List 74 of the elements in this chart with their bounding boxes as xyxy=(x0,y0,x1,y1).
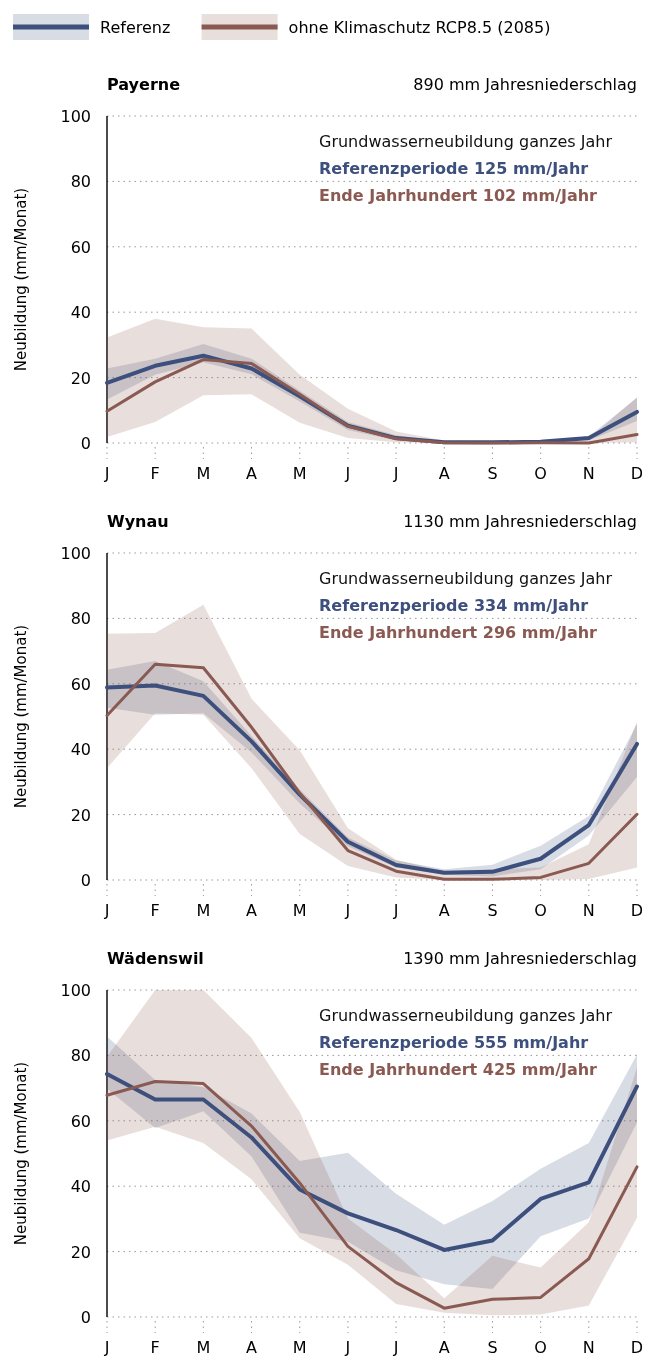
x-tick-label: J xyxy=(344,464,351,483)
x-tick-label: M xyxy=(196,1338,211,1357)
x-tick-label: N xyxy=(582,1338,595,1357)
x-tick-label: S xyxy=(487,464,498,483)
y-axis-title: Neubildung (mm/Monat) xyxy=(12,187,30,372)
x-tick-label: J xyxy=(392,901,399,920)
x-tick-label: M xyxy=(292,901,307,920)
chart-title: Wynau xyxy=(107,512,169,531)
y-tick-label: 60 xyxy=(70,674,91,694)
chart-title: Wädenswil xyxy=(107,949,204,968)
legend-label: Referenz xyxy=(100,18,171,37)
y-tick-label: 0 xyxy=(80,871,91,890)
y-tick-label: 100 xyxy=(60,981,91,1000)
chart-subtitle: 1130 mm Jahresniederschlag xyxy=(403,512,637,531)
y-tick-label: 0 xyxy=(80,434,91,453)
y-tick-label: 100 xyxy=(60,107,91,126)
x-tick-label: A xyxy=(438,901,450,920)
y-axis-title: Neubildung (mm/Monat) xyxy=(12,624,30,809)
x-tick-label: J xyxy=(344,901,351,920)
x-tick-label: J xyxy=(103,901,110,920)
x-tick-label: F xyxy=(150,464,160,483)
x-tick-label: M xyxy=(196,464,211,483)
x-tick-label: A xyxy=(438,464,450,483)
x-tick-label: O xyxy=(534,901,547,920)
x-tick-label: N xyxy=(582,901,595,920)
y-tick-label: 0 xyxy=(80,1308,91,1327)
x-tick-label: O xyxy=(534,1338,547,1357)
y-tick-label: 40 xyxy=(70,303,91,323)
annotation: Referenzperiode 125 mm/Jahr xyxy=(319,159,589,178)
y-tick-label: 20 xyxy=(70,368,91,388)
x-tick-label: S xyxy=(487,901,498,920)
chart-subtitle: 1390 mm Jahresniederschlag xyxy=(403,949,637,968)
y-tick-label: 80 xyxy=(70,609,91,629)
x-tick-label: D xyxy=(630,901,644,920)
x-tick-label: M xyxy=(196,901,211,920)
annotation: Grundwasserneubildung ganzes Jahr xyxy=(319,569,613,588)
x-tick-label: A xyxy=(246,464,258,483)
x-tick-label: A xyxy=(438,1338,450,1357)
annotation: Ende Jahrhundert 425 mm/Jahr xyxy=(319,1060,598,1079)
x-tick-label: N xyxy=(582,464,595,483)
annotation: Grundwasserneubildung ganzes Jahr xyxy=(319,1006,613,1025)
annotation: Referenzperiode 555 mm/Jahr xyxy=(319,1033,589,1052)
x-tick-label: J xyxy=(344,1338,351,1357)
x-tick-label: F xyxy=(150,1338,160,1357)
x-tick-label: J xyxy=(103,464,110,483)
y-tick-label: 80 xyxy=(70,172,91,192)
y-tick-label: 20 xyxy=(70,1242,91,1262)
x-tick-label: M xyxy=(292,1338,307,1357)
annotation: Grundwasserneubildung ganzes Jahr xyxy=(319,132,613,151)
x-tick-label: S xyxy=(487,1338,498,1357)
y-tick-label: 80 xyxy=(70,1046,91,1066)
y-tick-label: 60 xyxy=(70,1111,91,1131)
chart-subtitle: 890 mm Jahresniederschlag xyxy=(413,75,637,94)
annotation: Ende Jahrhundert 102 mm/Jahr xyxy=(319,186,598,205)
x-tick-label: D xyxy=(630,464,644,483)
x-tick-label: A xyxy=(246,901,258,920)
x-tick-label: J xyxy=(392,464,399,483)
legend-label: ohne Klimaschutz RCP8.5 (2085) xyxy=(288,18,551,37)
x-tick-label: J xyxy=(392,1338,399,1357)
x-tick-label: O xyxy=(534,464,547,483)
x-tick-label: D xyxy=(630,1338,644,1357)
y-axis-title: Neubildung (mm/Monat) xyxy=(12,1061,30,1246)
x-tick-label: J xyxy=(103,1338,110,1357)
x-tick-label: F xyxy=(150,901,160,920)
annotation: Ende Jahrhundert 296 mm/Jahr xyxy=(319,623,598,642)
y-tick-label: 60 xyxy=(70,237,91,257)
chart-title: Payerne xyxy=(107,75,181,94)
x-tick-label: M xyxy=(292,464,307,483)
y-tick-label: 20 xyxy=(70,805,91,825)
y-tick-label: 100 xyxy=(60,544,91,563)
annotation: Referenzperiode 334 mm/Jahr xyxy=(319,596,589,615)
x-tick-label: A xyxy=(246,1338,258,1357)
y-tick-label: 40 xyxy=(70,740,91,760)
y-tick-label: 40 xyxy=(70,1177,91,1197)
